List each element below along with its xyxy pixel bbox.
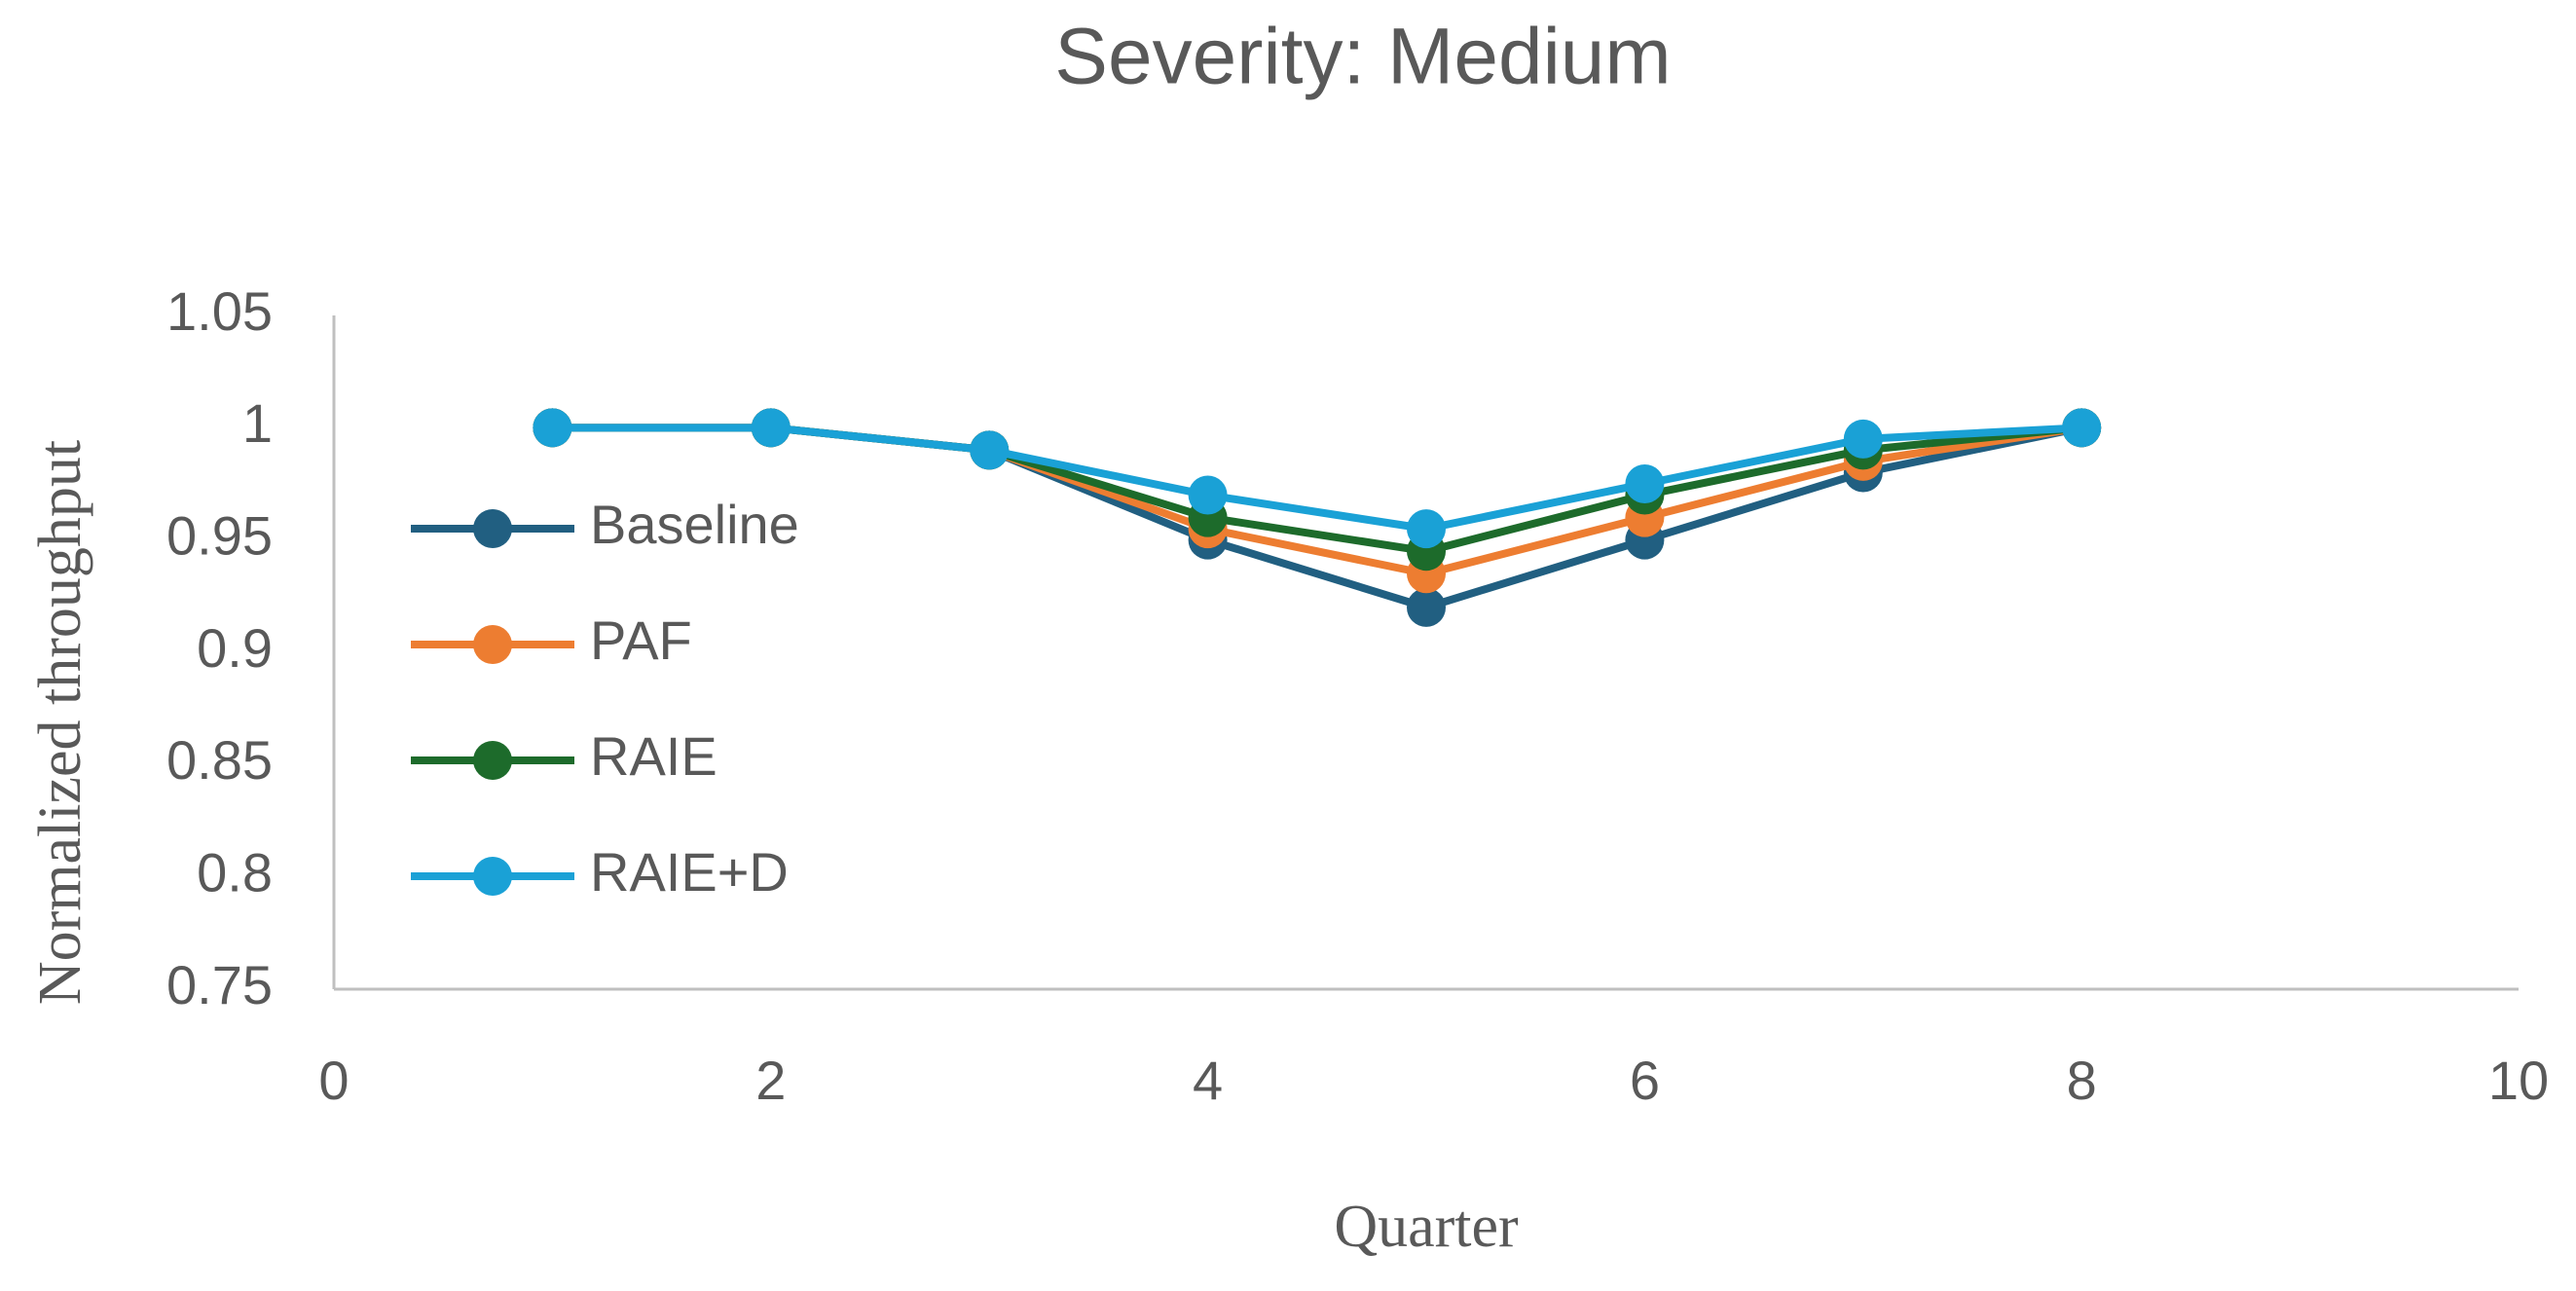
data-point xyxy=(1625,464,1665,503)
data-point xyxy=(2062,408,2102,448)
y-tick-label: 0.75 xyxy=(166,954,273,1015)
x-tick-label: 6 xyxy=(1630,1050,1660,1111)
legend-label: Baseline xyxy=(590,494,799,555)
chart-title: Severity: Medium xyxy=(1054,13,1671,101)
y-tick-label: 0.9 xyxy=(197,617,273,679)
x-tick-label: 8 xyxy=(2067,1050,2097,1111)
legend-marker xyxy=(473,857,512,896)
data-point xyxy=(751,408,791,448)
x-tick-label: 4 xyxy=(1193,1050,1223,1111)
legend-marker xyxy=(473,625,512,664)
y-tick-label: 1.05 xyxy=(166,280,273,342)
y-tick-label: 0.95 xyxy=(166,504,273,566)
data-point xyxy=(970,430,1010,470)
y-axis-title: Normalized throughput xyxy=(27,440,93,1005)
legend-marker xyxy=(473,741,512,780)
x-axis-title: Quarter xyxy=(1334,1194,1519,1260)
data-point xyxy=(1407,587,1446,627)
y-tick-label: 1 xyxy=(242,392,273,454)
data-point xyxy=(1188,475,1228,515)
legend-label: RAIE+D xyxy=(590,841,789,903)
x-tick-label: 2 xyxy=(755,1050,786,1111)
legend-marker xyxy=(473,509,512,548)
x-tick-label: 0 xyxy=(318,1050,349,1111)
data-point xyxy=(1407,509,1446,549)
data-point xyxy=(1843,419,1883,459)
x-tick-label: 10 xyxy=(2488,1050,2549,1111)
legend-label: PAF xyxy=(590,609,692,671)
data-point xyxy=(533,408,572,448)
y-tick-label: 0.85 xyxy=(166,729,273,791)
legend-label: RAIE xyxy=(590,725,718,787)
y-tick-label: 0.8 xyxy=(197,841,273,903)
series-line xyxy=(552,424,2082,534)
